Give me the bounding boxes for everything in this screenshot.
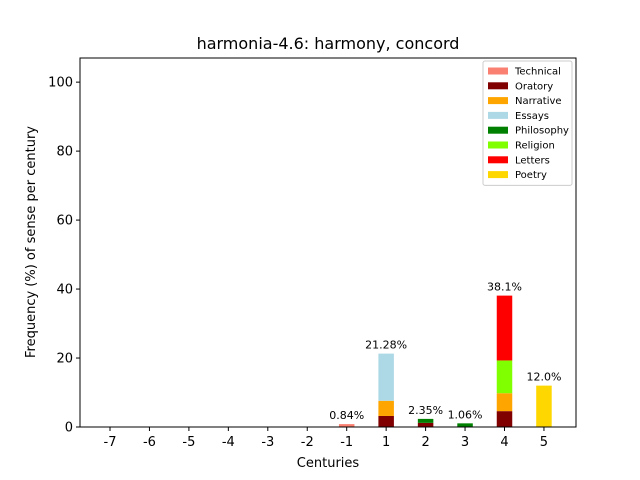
x-tick-label: 1 [382,435,390,450]
bar-essays-1 [378,353,394,401]
legend-label-philosophy: Philosophy [515,126,569,137]
bar-oratory-2 [417,422,434,427]
legend-swatch-poetry [488,171,508,179]
legend-label-religion: Religion [515,141,555,152]
bar-total-label: 1.06% [448,408,483,421]
legend-label-essays: Essays [515,111,549,122]
x-tick-label: -4 [222,435,235,450]
x-tick-label: -7 [104,435,117,450]
legend-box [482,60,573,186]
legend: Technical Oratory Narrative Essays Philosoph… [482,60,573,186]
y-tick-label: 60 [56,214,73,229]
bar-labels: 0.84% 21.28% 2.35% 1.06% 38.1% 12.0% [329,281,561,422]
x-tick-label: -5 [182,435,195,450]
y-axis: 0 20 40 60 80 100 [48,76,80,436]
bar-total-label: 0.84% [329,409,364,422]
x-tick-label: -1 [340,435,353,450]
legend-label-letters: Letters [515,155,550,166]
bar-total-label: 2.35% [408,404,443,417]
y-tick-label: 20 [56,352,73,367]
bar-philosophy-2 [417,418,434,423]
legend-swatch-religion [488,141,508,149]
legend-swatch-essays [488,111,508,119]
bar-religion-4 [496,360,513,394]
x-tick-label: 4 [500,435,508,450]
bar-oratory-4 [496,411,513,427]
x-tick-label: -3 [261,435,274,450]
chart-title: harmonia-4.6: harmony, concord [197,34,460,53]
x-tick-label: -2 [301,435,314,450]
x-tick-label: 2 [421,435,429,450]
bar-letters-4 [496,295,513,361]
legend-swatch-oratory [488,82,508,90]
legend-swatch-technical [488,67,508,75]
x-tick-label: -6 [143,435,156,450]
legend-label-poetry: Poetry [515,170,547,181]
legend-swatch-philosophy [488,126,508,134]
legend-label-technical: Technical [514,67,561,78]
y-tick-label: 40 [56,283,73,298]
y-axis-label: Frequency (%) of sense per century [24,126,39,358]
legend-swatch-letters [488,156,508,164]
bar-philosophy-3 [457,423,473,427]
legend-label-narrative: Narrative [515,96,562,107]
x-axis-label: Centuries [297,456,360,471]
bar-narrative-4 [496,393,513,412]
y-tick-label: 80 [56,145,73,160]
x-tick-label: 5 [540,435,548,450]
bar-narrative-1 [378,400,394,416]
bar-oratory-1 [378,415,394,427]
x-axis: -7 -6 -5 -4 -3 -2 -1 1 2 3 4 5 [104,427,548,450]
bar-total-label: 21.28% [365,339,407,352]
legend-swatch-narrative [488,97,508,105]
legend-label-oratory: Oratory [515,81,553,92]
x-tick-label: 3 [461,435,469,450]
bar-total-label: 12.0% [526,371,561,384]
bars [338,295,552,427]
y-tick-label: 0 [65,421,73,436]
bar-total-label: 38.1% [487,281,522,294]
bar-technical--1 [338,424,355,427]
y-tick-label: 100 [48,76,73,91]
plot-frame [79,57,577,428]
bar-poetry-5 [536,385,552,427]
